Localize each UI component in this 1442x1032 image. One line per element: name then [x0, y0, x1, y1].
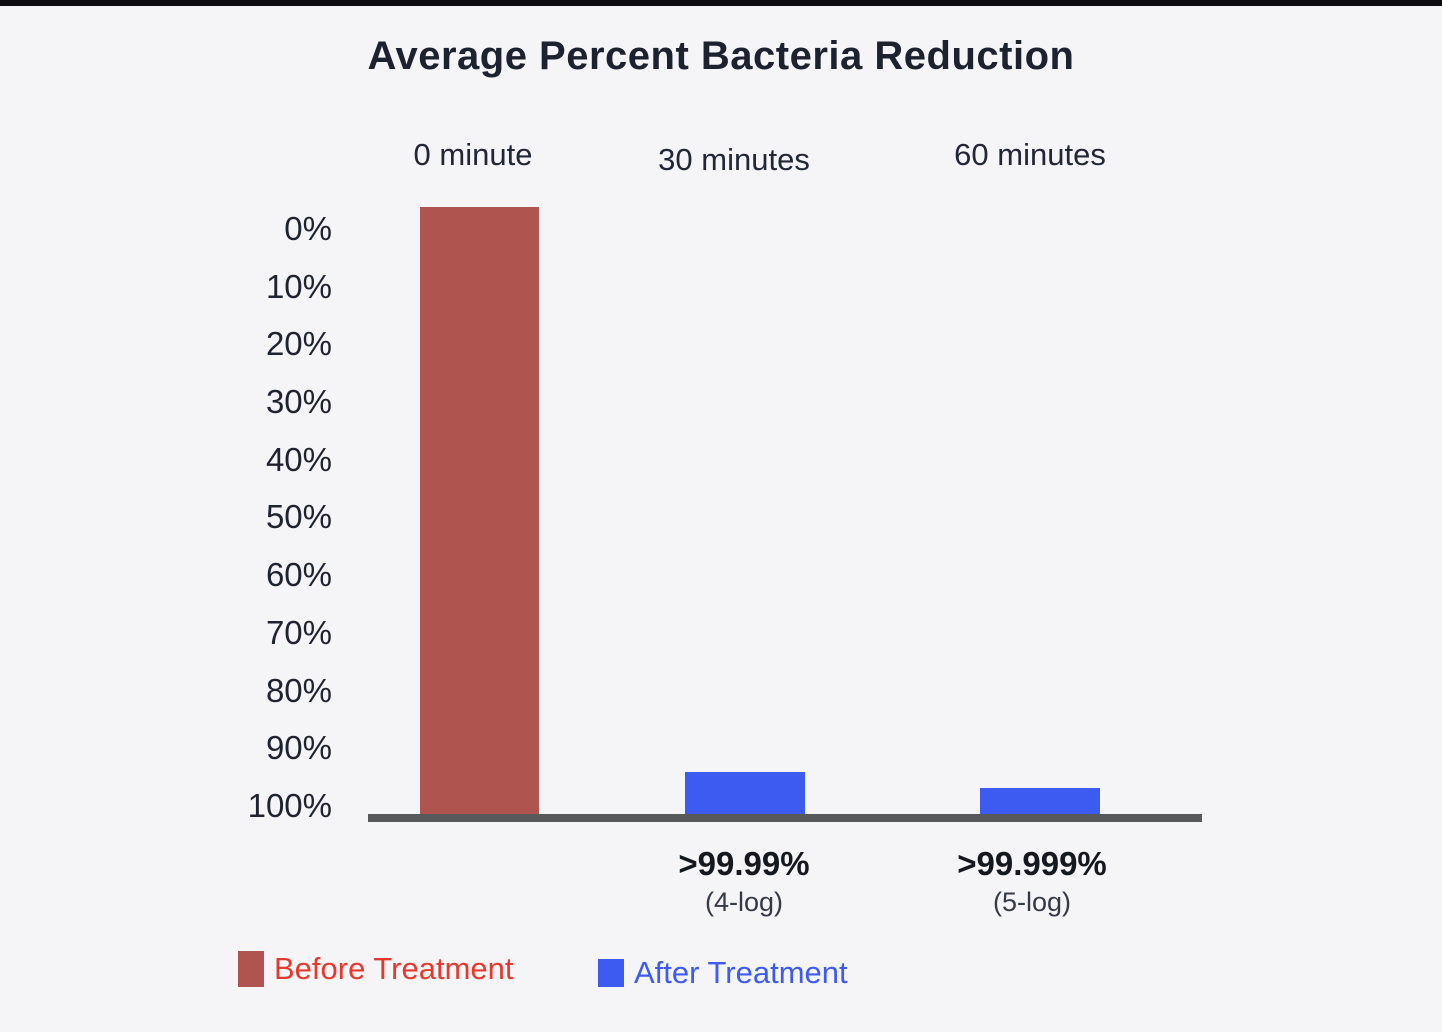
x-axis-baseline [368, 814, 1202, 822]
y-axis-tick: 0% [284, 210, 332, 247]
y-axis-tick: 20% [265, 325, 332, 363]
y-axis-tick: 40% [265, 440, 332, 478]
bar-after-treatment-60-minutes [980, 788, 1100, 814]
y-axis-tick: 30% [265, 383, 332, 421]
legend-item-after-treatment: After Treatment [598, 955, 848, 991]
y-axis-tick: 70% [265, 613, 332, 651]
category-label-0-minute: 0 minute [413, 137, 533, 172]
y-axis-tick: 60% [265, 556, 332, 594]
y-axis-tick: 100% [247, 786, 332, 824]
legend-label-after-treatment: After Treatment [634, 955, 848, 990]
annotation-30-minutes-value: >99.99% [678, 845, 810, 882]
category-label-60-minutes: 60 minutes [954, 137, 1106, 172]
annotation-60-minutes-value: >99.999% [957, 845, 1107, 882]
annotation-30-minutes-detail: (4-log) [704, 887, 784, 917]
y-axis: 0% 10% 20% 30% 40% 50% 60% 70% 80% 90% 1… [150, 210, 332, 825]
y-axis-tick: 50% [265, 498, 332, 536]
legend-label-before-treatment: Before Treatment [274, 951, 514, 986]
legend-swatch-before-treatment [238, 951, 264, 987]
y-axis-tick: 90% [265, 729, 332, 767]
y-axis-tick: 10% [265, 267, 332, 305]
chart-title: Average Percent Bacteria Reduction [367, 34, 1075, 78]
annotation-60-minutes-detail: (5-log) [992, 887, 1072, 917]
top-border [0, 0, 1442, 6]
category-label-30-minutes: 30 minutes [658, 142, 810, 177]
annotation-30-minutes: >99.99% (4-log) [678, 845, 809, 918]
annotation-60-minutes: >99.999% (5-log) [957, 845, 1107, 918]
legend-swatch-after-treatment [598, 959, 624, 987]
bar-before-treatment-0-minute [420, 207, 539, 814]
y-axis-tick: 80% [265, 671, 332, 709]
legend-item-before-treatment: Before Treatment [238, 951, 514, 987]
bar-after-treatment-30-minutes [685, 772, 805, 814]
